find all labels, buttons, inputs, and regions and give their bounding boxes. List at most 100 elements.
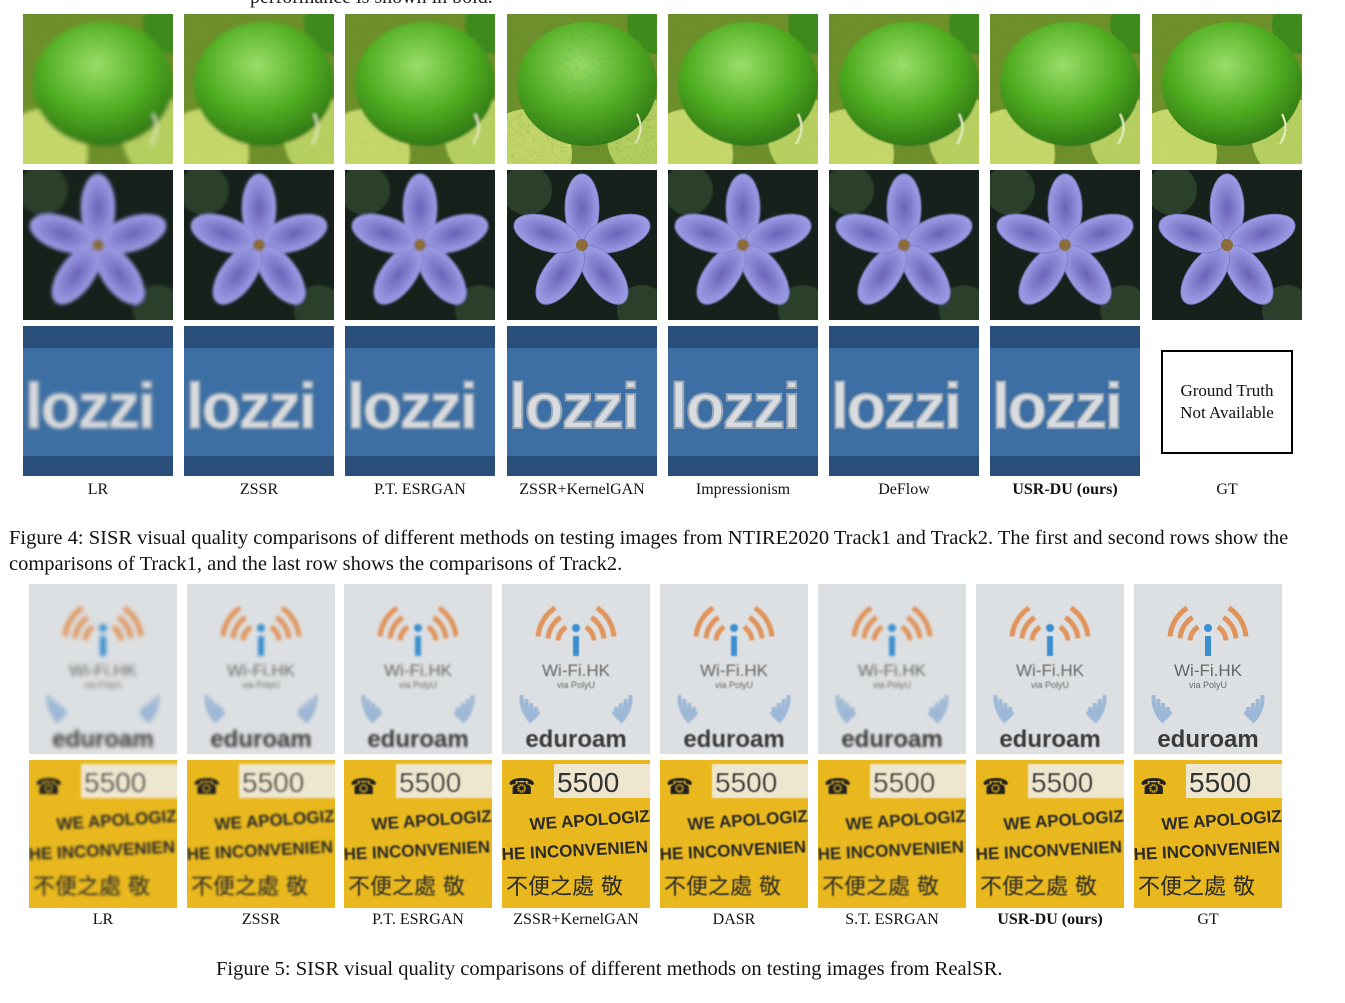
- svg-text:5500: 5500: [399, 767, 461, 798]
- svg-text:☎: ☎: [350, 775, 377, 800]
- svg-text:via PolyU: via PolyU: [1031, 680, 1069, 690]
- fig4-lime-deflow-image: [829, 14, 979, 164]
- fig5-wifi-zssr-image: Wi-Fi.HK via PolyU eduroam: [187, 584, 335, 754]
- fig4-sign-zssr-image: lozzi: [184, 326, 334, 476]
- svg-text:via PolyU: via PolyU: [84, 680, 122, 690]
- fig4-lime-lr-image: [23, 14, 173, 164]
- figure-4-caption: Figure 4: SISR visual quality comparison…: [9, 527, 1289, 575]
- svg-text:☎: ☎: [666, 775, 693, 800]
- fig4-lime-gt-image: [1152, 14, 1302, 164]
- fig5-label-usr-du-ours: USR-DU (ours): [997, 911, 1103, 928]
- svg-text:不便之處 敬: 不便之處 敬: [664, 875, 781, 900]
- fig5-wifi-p-t-esrgan-image: Wi-Fi.HK via PolyU eduroam: [344, 584, 492, 754]
- svg-text:☎: ☎: [1140, 775, 1167, 800]
- svg-text:5500: 5500: [873, 767, 935, 798]
- svg-text:lozzi: lozzi: [509, 370, 638, 442]
- svg-text:Wi-Fi.HK: Wi-Fi.HK: [227, 661, 296, 680]
- svg-text:5500: 5500: [557, 767, 619, 798]
- svg-text:via PolyU: via PolyU: [715, 680, 753, 690]
- figure-5-caption: Figure 5: SISR visual quality comparison…: [216, 958, 1003, 980]
- fig5-wifi-zssr-kernelgan-image: Wi-Fi.HK via PolyU eduroam: [502, 584, 650, 754]
- fig4-lime-usr-du-ours-image: [990, 14, 1140, 164]
- svg-text:5500: 5500: [1189, 767, 1251, 798]
- svg-text:via PolyU: via PolyU: [557, 680, 595, 690]
- fig5-wifi-dasr-image: Wi-Fi.HK via PolyU eduroam: [660, 584, 808, 754]
- fig4-label-zssr: ZSSR: [239, 481, 279, 498]
- fig4-flower-usr-du-ours-image: [990, 170, 1140, 320]
- svg-text:Wi-Fi.HK: Wi-Fi.HK: [69, 661, 138, 680]
- svg-text:lozzi: lozzi: [25, 370, 154, 442]
- svg-text:Wi-Fi.HK: Wi-Fi.HK: [858, 661, 927, 680]
- fig5-label-dasr: DASR: [712, 911, 756, 928]
- svg-text:不便之處 敬: 不便之處 敬: [822, 875, 939, 900]
- svg-text:eduroam: eduroam: [210, 726, 311, 753]
- fig4-sign-lr-image: lozzi: [23, 326, 173, 476]
- svg-text:不便之處 敬: 不便之處 敬: [348, 875, 465, 900]
- svg-text:eduroam: eduroam: [683, 726, 784, 753]
- fig5-wifi-gt-image: Wi-Fi.HK via PolyU eduroam: [1134, 584, 1282, 754]
- fig4-sign-deflow-image: lozzi: [829, 326, 979, 476]
- fig4-flower-p-t-esrgan-image: [345, 170, 495, 320]
- fig5-phone-zssr-image: ☎ 5500 WE APOLOGIZ HE INCONVENIEN 不便之處 敬: [187, 760, 335, 908]
- svg-text:lozzi: lozzi: [186, 370, 315, 442]
- svg-text:lozzi: lozzi: [831, 370, 960, 442]
- svg-text:☎: ☎: [824, 775, 851, 800]
- svg-text:☎: ☎: [35, 775, 62, 800]
- fig5-label-lr: LR: [92, 911, 114, 928]
- fig4-label-p-t-esrgan: P.T. ESRGAN: [374, 481, 466, 498]
- fig4-label-lr: LR: [87, 481, 109, 498]
- svg-text:lozzi: lozzi: [670, 370, 799, 442]
- svg-text:Wi-Fi.HK: Wi-Fi.HK: [1174, 661, 1243, 680]
- fig4-lime-zssr-image: [184, 14, 334, 164]
- fig5-wifi-lr-image: Wi-Fi.HK via PolyU eduroam: [29, 584, 177, 754]
- svg-text:Wi-Fi.HK: Wi-Fi.HK: [542, 661, 611, 680]
- fig4-label-impressionism: Impressionism: [695, 481, 791, 498]
- fig5-label-zssr-kernelgan: ZSSR+KernelGAN: [513, 911, 639, 928]
- fig4-sign-usr-du-ours-image: lozzi: [990, 326, 1140, 476]
- fig5-phone-lr-image: ☎ 5500 WE APOLOGIZ HE INCONVENIEN 不便之處 敬: [29, 760, 177, 908]
- fig5-label-zssr: ZSSR: [241, 911, 281, 928]
- fig5-label-gt: GT: [1197, 911, 1219, 928]
- fig4-flower-gt-image: [1152, 170, 1302, 320]
- fig5-phone-gt-image: ☎ 5500 WE APOLOGIZ HE INCONVENIEN 不便之處 敬: [1134, 760, 1282, 908]
- svg-text:lozzi: lozzi: [992, 370, 1121, 442]
- svg-text:via PolyU: via PolyU: [242, 680, 280, 690]
- fig4-flower-lr-image: [23, 170, 173, 320]
- svg-text:☎: ☎: [193, 775, 220, 800]
- svg-text:不便之處 敬: 不便之處 敬: [506, 875, 623, 900]
- svg-text:eduroam: eduroam: [52, 726, 153, 753]
- svg-text:5500: 5500: [84, 767, 146, 798]
- fig4-flower-impressionism-image: [668, 170, 818, 320]
- svg-text:不便之處 敬: 不便之處 敬: [33, 875, 150, 900]
- svg-text:via PolyU: via PolyU: [399, 680, 437, 690]
- svg-text:lozzi: lozzi: [347, 370, 476, 442]
- fig4-sign-zssr-kernelgan-image: lozzi: [507, 326, 657, 476]
- fig4-flower-zssr-kernelgan-image: [507, 170, 657, 320]
- svg-text:eduroam: eduroam: [999, 726, 1100, 753]
- fig4-label-gt: GT: [1216, 481, 1238, 498]
- fig4-sign-p-t-esrgan-image: lozzi: [345, 326, 495, 476]
- svg-text:via PolyU: via PolyU: [1189, 680, 1227, 690]
- svg-text:eduroam: eduroam: [525, 726, 626, 753]
- fig5-wifi-usr-du-ours-image: Wi-Fi.HK via PolyU eduroam: [976, 584, 1124, 754]
- fig4-flower-zssr-image: [184, 170, 334, 320]
- fig4-label-usr-du-ours: USR-DU (ours): [1012, 481, 1118, 498]
- fig5-phone-s-t-esrgan-image: ☎ 5500 WE APOLOGIZ HE INCONVENIEN 不便之處 敬: [818, 760, 966, 908]
- svg-text:不便之處 敬: 不便之處 敬: [191, 875, 308, 900]
- svg-text:☎: ☎: [982, 775, 1009, 800]
- fig5-phone-zssr-kernelgan-image: ☎ 5500 WE APOLOGIZ HE INCONVENIEN 不便之處 敬: [502, 760, 650, 908]
- fig5-label-p-t-esrgan: P.T. ESRGAN: [372, 911, 464, 928]
- fig4-sign-impressionism-image: lozzi: [668, 326, 818, 476]
- svg-text:5500: 5500: [242, 767, 304, 798]
- svg-text:不便之處 敬: 不便之處 敬: [1138, 875, 1255, 900]
- svg-text:eduroam: eduroam: [367, 726, 468, 753]
- fig4-label-zssr-kernelgan: ZSSR+KernelGAN: [519, 481, 645, 498]
- fig5-phone-usr-du-ours-image: ☎ 5500 WE APOLOGIZ HE INCONVENIEN 不便之處 敬: [976, 760, 1124, 908]
- fig4-lime-zssr-kernelgan-image: [507, 14, 657, 164]
- svg-text:Wi-Fi.HK: Wi-Fi.HK: [384, 661, 453, 680]
- svg-text:Wi-Fi.HK: Wi-Fi.HK: [1016, 661, 1085, 680]
- cut-off-text: performance is shown in bold.: [250, 0, 493, 9]
- fig5-label-s-t-esrgan: S.T. ESRGAN: [845, 911, 939, 928]
- svg-text:Wi-Fi.HK: Wi-Fi.HK: [700, 661, 769, 680]
- svg-text:不便之處 敬: 不便之處 敬: [980, 875, 1097, 900]
